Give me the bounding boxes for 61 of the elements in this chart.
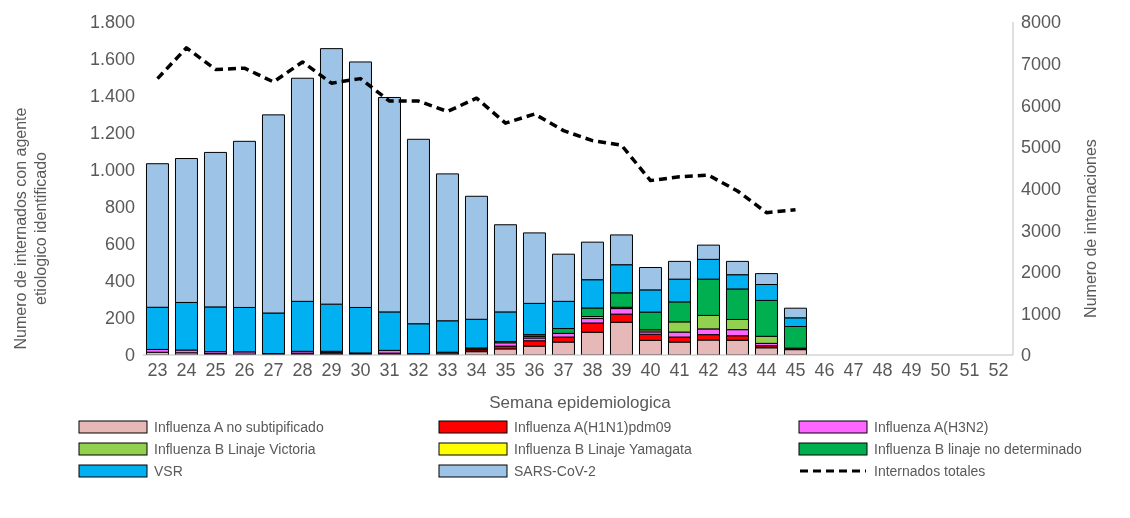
- x-tick-label: 50: [930, 359, 951, 380]
- x-tick-label: 38: [582, 359, 603, 380]
- legend-label: Influenza B Linaje Yamagata: [514, 441, 692, 457]
- legend-label: Influenza A(H3N2): [874, 419, 989, 435]
- y-tick-label: 400: [104, 271, 135, 292]
- x-tick-label: 36: [524, 359, 545, 380]
- y-tick-label: 1.200: [89, 123, 135, 144]
- y-tick-label: 1.800: [89, 12, 135, 33]
- y-tick-label: 1.600: [89, 49, 135, 70]
- x-tick-label: 24: [176, 359, 197, 380]
- x-tick-label: 34: [466, 359, 487, 380]
- legend-label: Influenza B Linaje Victoria: [154, 441, 316, 457]
- y2-tick-label: 6000: [1021, 95, 1062, 116]
- x-tick-label: 44: [756, 359, 777, 380]
- x-tick-label: 45: [785, 359, 806, 380]
- legend-label: Internados totales: [874, 463, 986, 479]
- x-tick-label: 35: [495, 359, 516, 380]
- y2-tick-label: 5000: [1021, 137, 1062, 158]
- y2-tick-label: 2000: [1021, 262, 1062, 283]
- y2-tick-label: 7000: [1021, 54, 1062, 75]
- x-tick-label: 28: [292, 359, 313, 380]
- x-axis-title: Semana epidemiologica: [488, 393, 672, 413]
- x-tick-label: 41: [669, 359, 690, 380]
- legend-label: SARS-CoV-2: [514, 463, 596, 479]
- x-tick-label: 47: [843, 359, 864, 380]
- y2-tick-label: 4000: [1021, 178, 1062, 199]
- legend-label: Influenza B linaje no determinado: [874, 441, 1082, 457]
- x-tick-label: 40: [640, 359, 661, 380]
- y2-tick-label: 0: [1021, 345, 1032, 366]
- y2-axis-title: Numero de internaciones: [1082, 139, 1099, 318]
- legend-label: VSR: [154, 463, 183, 479]
- x-tick-label: 26: [234, 359, 255, 380]
- x-tick-label: 43: [727, 359, 748, 380]
- x-tick-label: 37: [553, 359, 574, 380]
- y2-tick-label: 3000: [1021, 220, 1062, 241]
- y-tick-label: 0: [124, 345, 135, 366]
- x-tick-label: 32: [408, 359, 429, 380]
- x-tick-label: 52: [988, 359, 1009, 380]
- legend-label: Influenza A no subtipificado: [154, 419, 324, 435]
- y2-tick-label: 1000: [1021, 303, 1062, 324]
- x-tick-label: 49: [901, 359, 922, 380]
- x-tick-label: 29: [321, 359, 342, 380]
- legend-label: Influenza A(H1N1)pdm09: [514, 419, 672, 435]
- y2-tick-label: 8000: [1021, 12, 1062, 33]
- y-tick-label: 800: [104, 197, 135, 218]
- x-tick-label: 39: [611, 359, 632, 380]
- y-axis-title: Numero de internados con agente etiologico identificado: [12, 107, 49, 350]
- y-tick-label: 600: [104, 234, 135, 255]
- y-tick-label: 1.000: [89, 160, 135, 181]
- y-tick-label: 200: [104, 308, 135, 329]
- x-tick-label: 25: [205, 359, 226, 380]
- x-tick-label: 42: [698, 359, 719, 380]
- x-tick-label: 30: [350, 359, 371, 380]
- x-tick-label: 31: [379, 359, 400, 380]
- x-tick-label: 46: [814, 359, 835, 380]
- x-tick-label: 51: [959, 359, 980, 380]
- y-tick-label: 1.400: [89, 86, 135, 107]
- x-tick-label: 23: [147, 359, 168, 380]
- x-tick-label: 48: [872, 359, 893, 380]
- x-tick-label: 27: [263, 359, 284, 380]
- x-tick-label: 33: [437, 359, 458, 380]
